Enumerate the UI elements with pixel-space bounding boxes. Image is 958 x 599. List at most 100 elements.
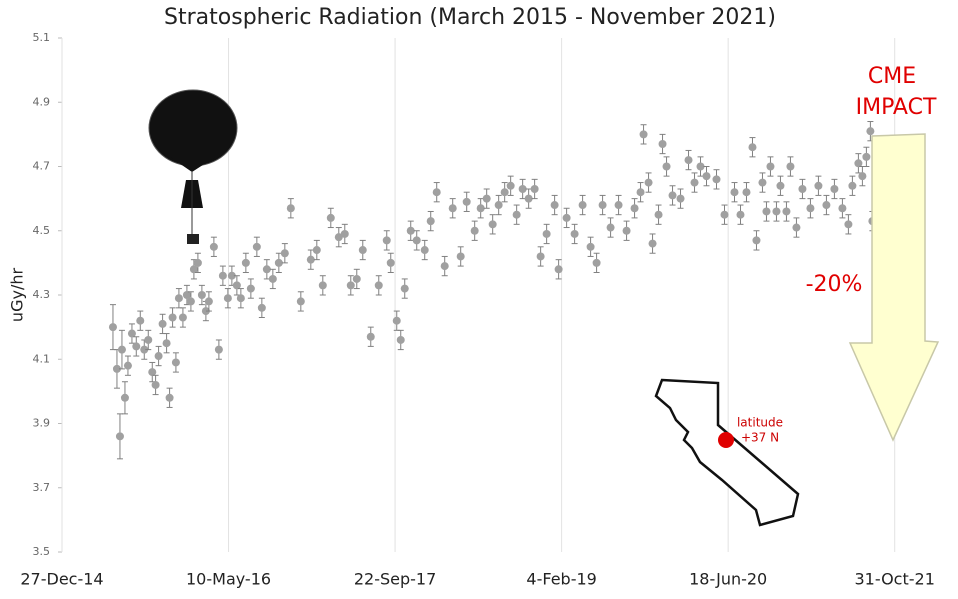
point	[246, 284, 255, 293]
point	[334, 233, 343, 242]
point	[854, 159, 863, 168]
point	[476, 204, 485, 213]
point	[578, 201, 587, 210]
annotation: latitude	[737, 416, 783, 430]
point	[676, 194, 685, 203]
point	[352, 274, 361, 283]
point	[730, 188, 739, 197]
point	[639, 130, 648, 139]
point	[792, 223, 801, 232]
point	[658, 140, 667, 149]
point	[209, 242, 218, 251]
point	[622, 226, 631, 235]
y-tick-label: 3.5	[33, 545, 51, 558]
point	[268, 274, 277, 283]
point	[654, 210, 663, 219]
point	[562, 213, 571, 222]
point	[752, 236, 761, 245]
point	[848, 181, 857, 190]
point	[236, 294, 245, 303]
point	[232, 281, 241, 290]
x-tick-label: 18-Jun-20	[689, 570, 767, 589]
point	[530, 184, 539, 193]
point	[280, 249, 289, 258]
point	[536, 252, 545, 261]
annotation: CME	[868, 64, 916, 89]
point	[684, 156, 693, 165]
point	[140, 345, 149, 354]
point	[798, 184, 807, 193]
point	[340, 229, 349, 238]
point	[506, 181, 515, 190]
point	[696, 162, 705, 171]
y-tick-label: 4.1	[33, 352, 51, 365]
point	[838, 204, 847, 213]
point	[512, 210, 521, 219]
point	[241, 258, 250, 267]
point	[412, 236, 421, 245]
point	[182, 291, 191, 299]
point	[786, 162, 795, 171]
point	[542, 229, 551, 238]
point	[252, 242, 261, 251]
point	[554, 265, 563, 274]
point	[189, 265, 198, 274]
y-tick-label: 3.7	[33, 481, 51, 494]
point	[550, 201, 559, 210]
point	[178, 313, 187, 322]
point	[592, 258, 601, 267]
point	[346, 281, 355, 290]
x-tick-label: 31-Oct-21	[855, 570, 935, 589]
point	[400, 284, 409, 293]
point	[668, 191, 677, 200]
x-tick-label: 10-May-16	[186, 570, 271, 589]
point	[636, 188, 645, 197]
point	[396, 335, 405, 344]
point	[772, 207, 781, 216]
point	[482, 194, 491, 203]
point	[420, 246, 429, 255]
point	[197, 291, 206, 299]
y-tick-label: 3.9	[33, 417, 51, 430]
point	[165, 393, 174, 402]
point	[214, 345, 223, 354]
annotation: +37 N	[741, 431, 779, 445]
annotation: IMPACT	[856, 95, 937, 120]
point	[127, 329, 136, 338]
point	[742, 188, 751, 197]
point	[488, 220, 497, 229]
point	[148, 368, 157, 377]
point	[426, 217, 435, 226]
point	[762, 207, 771, 216]
point	[274, 258, 283, 267]
point	[782, 207, 791, 216]
point	[171, 358, 180, 367]
point	[123, 361, 132, 370]
point	[456, 252, 465, 261]
point	[448, 204, 457, 213]
point	[720, 210, 729, 219]
point	[174, 294, 183, 303]
point	[296, 297, 305, 306]
y-tick-label: 4.3	[33, 288, 51, 301]
point	[518, 184, 527, 193]
point	[702, 172, 711, 181]
point	[158, 319, 167, 328]
california-map	[654, 378, 800, 527]
point	[223, 294, 232, 303]
point	[766, 162, 775, 171]
point	[644, 178, 653, 187]
x-tick-label: 27-Dec-14	[20, 570, 103, 589]
point	[392, 316, 401, 325]
point	[312, 246, 321, 255]
y-tick-label: 5.1	[33, 31, 51, 44]
point	[136, 316, 145, 325]
point	[440, 262, 449, 271]
point	[358, 246, 367, 255]
point	[168, 313, 177, 322]
point	[154, 352, 163, 361]
point	[470, 226, 479, 235]
point	[462, 197, 471, 206]
point	[648, 239, 657, 248]
point	[662, 162, 671, 171]
